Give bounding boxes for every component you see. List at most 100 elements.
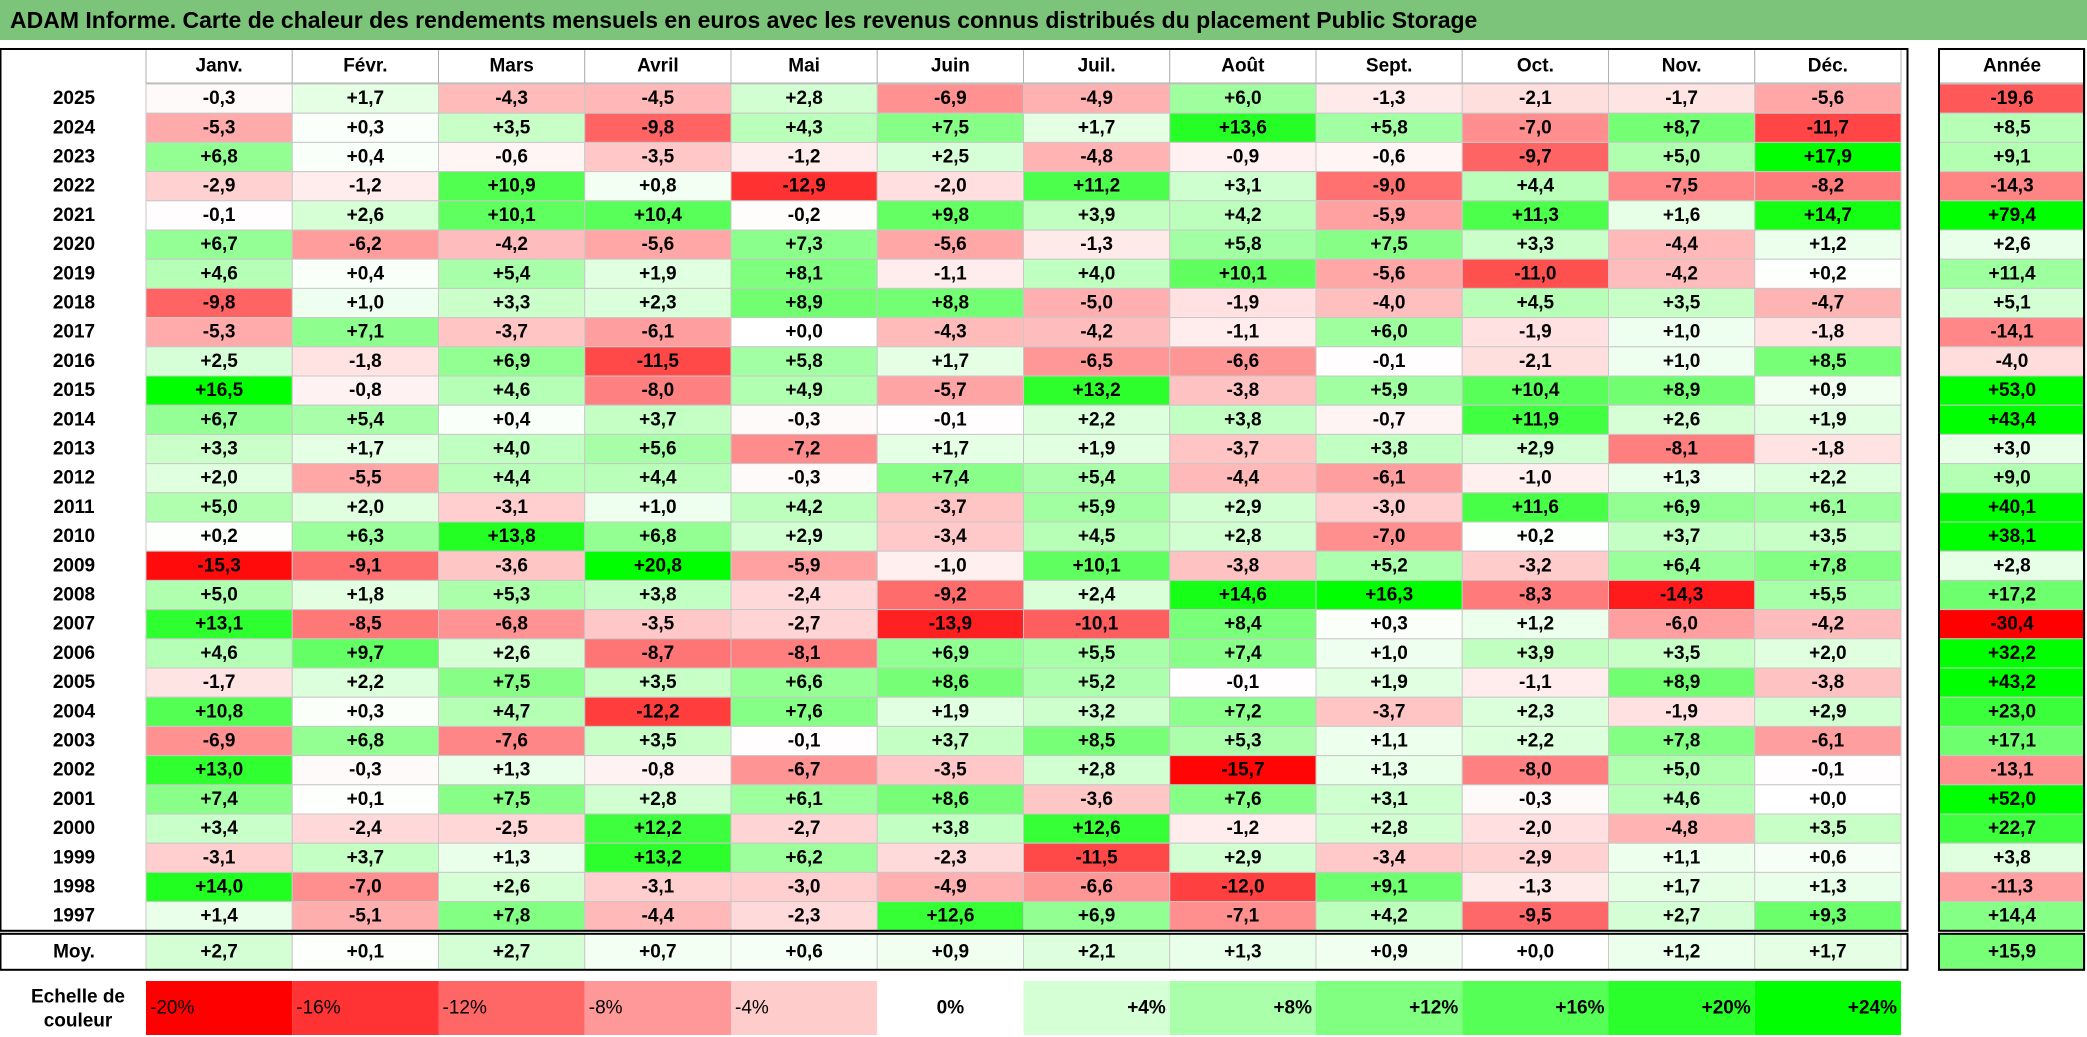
heatmap-cell-value: +3,8: [639, 585, 677, 606]
row-year-label: 2000: [53, 818, 95, 839]
heatmap-cell-value: -3,1: [642, 877, 675, 898]
heatmap-cell: [145, 696, 293, 727]
heatmap-cell-value: +1,8: [347, 585, 385, 606]
heatmap-cell-value: -3,1: [203, 847, 236, 868]
heatmap-cell-value: +1,7: [347, 439, 385, 460]
heatmap-cell-value: +0,9: [1809, 380, 1847, 401]
heatmap-cell: [438, 667, 586, 698]
heatmap-cell-value: +3,9: [1517, 643, 1555, 664]
heatmap-cell-value: -2,0: [1519, 818, 1552, 839]
heatmap-cell: [1608, 755, 1756, 786]
heatmap-cell-value: +0,0: [1809, 789, 1847, 810]
heatmap-cell-value: +11,6: [1512, 497, 1559, 518]
heatmap-cell-value: +2,9: [785, 526, 823, 547]
heatmap-cell: [1315, 375, 1463, 406]
heatmap-cell: [1169, 813, 1317, 844]
heatmap-cell: [1608, 112, 1756, 143]
heatmap-cell: [1754, 463, 1902, 494]
annual-cell-value: +43,2: [1988, 672, 2036, 693]
row-year-label: 2007: [53, 614, 95, 635]
heatmap-cell-value: +4,0: [1078, 263, 1116, 284]
heatmap-cell: [1754, 842, 1902, 873]
heatmap-cell: [1608, 141, 1756, 173]
heatmap-cell-value: +7,4: [1224, 643, 1262, 664]
heatmap-cell-value: +0,4: [347, 147, 385, 168]
average-cell: [730, 933, 878, 971]
heatmap-cell: [730, 258, 878, 289]
heatmap-cell-value: -0,1: [203, 205, 236, 226]
column-header-label: Mai: [788, 56, 820, 77]
heatmap-cell-value: +7,8: [1809, 555, 1847, 576]
heatmap-cell-value: +7,8: [1663, 731, 1701, 752]
row-year-label: 2008: [53, 585, 95, 606]
heatmap-cell: [876, 200, 1024, 231]
heatmap-cell-value: +1,9: [639, 263, 677, 284]
heatmap-cell: [291, 492, 439, 523]
row-year-label: 2016: [53, 351, 95, 372]
heatmap-cell-value: +6,9: [1663, 497, 1701, 518]
heatmap-cell-value: +2,5: [932, 147, 970, 168]
heatmap-cell-value: -4,2: [1665, 263, 1698, 284]
heatmap-cell-value: -1,2: [349, 176, 382, 197]
row-year-label: 2023: [53, 147, 95, 168]
heatmap-cell: [730, 609, 878, 640]
average-cell-value: +0,1: [347, 941, 385, 962]
heatmap-cell: [876, 813, 1024, 844]
heatmap-cell-value: +7,5: [932, 117, 970, 138]
heatmap-cell: [1169, 83, 1317, 114]
heatmap-cell-value: +5,0: [1663, 760, 1701, 781]
heatmap-cell-value: +2,9: [1809, 701, 1847, 722]
heatmap-cell-value: +13,0: [195, 760, 243, 781]
heatmap-cell-value: +3,5: [493, 117, 531, 138]
heatmap-cell-value: +4,2: [785, 497, 823, 518]
heatmap-cell-value: +14,0: [195, 877, 243, 898]
heatmap-cell-value: +20,8: [634, 555, 682, 576]
heatmap-cell: [1608, 200, 1756, 231]
heatmap-cell-value: -0,1: [1227, 672, 1260, 693]
heatmap-cell: [1023, 463, 1171, 494]
heatmap-cell-value: +1,7: [347, 88, 385, 109]
heatmap-cell-value: -5,0: [1080, 293, 1113, 314]
heatmap-cell: [1169, 871, 1317, 903]
scale-swatch-label: -8%: [589, 998, 623, 1019]
heatmap-cell: [1023, 579, 1171, 611]
heatmap-cell: [145, 229, 293, 260]
annual-cell-value: +17,2: [1988, 585, 2036, 606]
heatmap-cell-value: +4,6: [493, 380, 531, 401]
heatmap-cell: [145, 579, 293, 611]
heatmap-cell: [1754, 609, 1902, 640]
annual-cell: [1938, 317, 2086, 348]
heatmap-cell-value: -3,4: [1373, 847, 1406, 868]
heatmap-cell-value: -11,5: [637, 351, 680, 372]
heatmap-cell: [584, 842, 732, 873]
annual-border: [1938, 48, 2085, 932]
heatmap-cell: [1754, 317, 1902, 348]
average-annual-border: [1938, 932, 2085, 971]
heatmap-cell: [1023, 550, 1171, 581]
heatmap-cell-value: -6,2: [349, 234, 382, 255]
annual-cell-value: +2,8: [1993, 555, 2031, 576]
scale-swatch-label: +12%: [1409, 998, 1458, 1019]
heatmap-cell: [1023, 112, 1171, 143]
heatmap-cell: [1754, 375, 1902, 406]
row-year-label: 2005: [53, 672, 96, 693]
heatmap-cell: [145, 871, 293, 903]
row-year-label: 2022: [53, 176, 95, 197]
heatmap-cell-value: +8,9: [785, 293, 823, 314]
heatmap-cell-value: +2,2: [1517, 731, 1555, 752]
heatmap-cell-value: +13,2: [634, 847, 682, 868]
heatmap-cell-value: -3,7: [495, 322, 528, 343]
average-cell-value: +1,2: [1663, 941, 1701, 962]
heatmap-cell: [1023, 200, 1171, 231]
heatmap-cell: [1608, 463, 1756, 494]
heatmap-cell-value: +6,1: [1809, 497, 1847, 518]
heatmap-cell: [1315, 200, 1463, 231]
scale-swatch-label: +20%: [1702, 998, 1751, 1019]
heatmap-cell-value: +2,6: [493, 643, 531, 664]
heatmap-cell: [145, 784, 293, 815]
heatmap-cell-value: -6,6: [1227, 351, 1260, 372]
heatmap-cell-value: +13,2: [1073, 380, 1121, 401]
heatmap-cell: [1023, 404, 1171, 435]
heatmap-cell: [1315, 492, 1463, 523]
heatmap-cell-value: -4,8: [1080, 147, 1113, 168]
